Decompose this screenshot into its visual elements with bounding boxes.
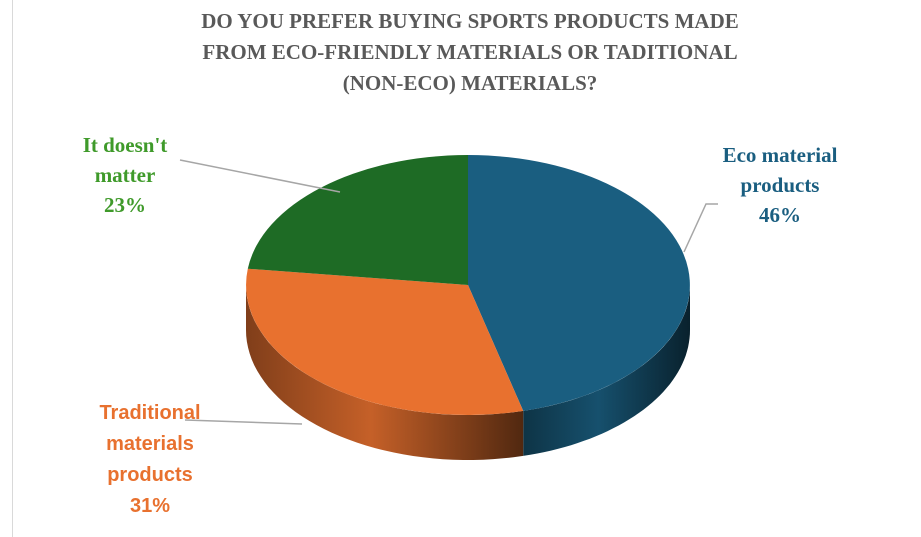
data-label-indifferent-line-2: matter <box>94 163 156 187</box>
data-label-eco-line-1: Eco material <box>722 143 838 167</box>
data-label-indifferent-line-1: It doesn't <box>82 133 168 157</box>
data-label-indifferent-value: 23% <box>104 193 146 217</box>
pie-slice-indifferent <box>247 155 468 285</box>
data-label-traditional-line-2: materials <box>106 433 194 455</box>
data-label-eco-line-2: products <box>740 173 820 197</box>
leader-line-traditional <box>184 419 303 425</box>
chart-title: DO YOU PREFER BUYING SPORTS PRODUCTS MAD… <box>110 6 830 99</box>
data-label-traditional-line-3: products <box>107 464 193 486</box>
pie-side-1-0 <box>246 285 524 460</box>
chart-title-line-1: DO YOU PREFER BUYING SPORTS PRODUCTS MAD… <box>201 9 739 33</box>
data-label-traditional-line-1: Traditional <box>99 402 201 424</box>
pie-slice-traditional <box>246 268 524 415</box>
leader-line-indifferent <box>179 159 341 193</box>
chart-title-line-3: (NON-ECO) MATERIALS? <box>342 71 598 95</box>
data-label-traditional: Traditional materials products 31% <box>60 398 240 522</box>
chart-title-line-2: FROM ECO-FRIENDLY MATERIALS OR TADITIONA… <box>202 40 738 64</box>
data-label-indifferent: It doesn't matter 23% <box>40 130 210 220</box>
data-label-eco: Eco material products 46% <box>690 140 870 230</box>
data-label-eco-value: 46% <box>759 203 801 227</box>
chart-frame-line <box>12 0 13 537</box>
pie-side-0-0 <box>523 285 690 456</box>
pie-slice-eco <box>468 155 690 411</box>
data-label-traditional-value: 31% <box>129 495 171 517</box>
leader-line-eco <box>683 203 718 253</box>
